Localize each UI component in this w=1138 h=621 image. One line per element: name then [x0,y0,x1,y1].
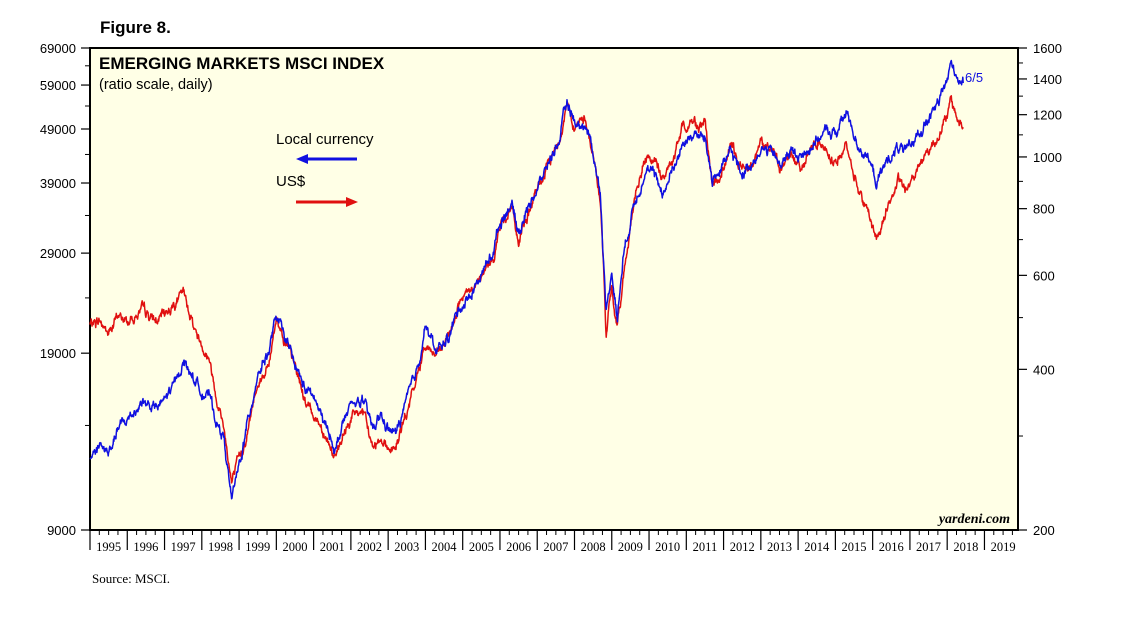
left-axis: 9000 19000 29000 39000 49000 59000 69000 [40,41,90,538]
chart: 9000 19000 29000 39000 49000 59000 69000 200 40… [40,41,1062,554]
year-label: 2015 [842,540,867,554]
legend-arrow-local-currency [296,154,357,164]
year-label: 2014 [804,540,830,554]
year-label: 2010 [655,540,680,554]
year-label: 2005 [469,540,494,554]
year-label: 2017 [916,540,941,554]
chart-subtitle: (ratio scale, daily) [99,77,213,93]
legend-arrow-usd [296,197,358,207]
year-label: 1998 [208,540,233,554]
year-label: 2013 [767,540,792,554]
year-label: 2001 [320,540,345,554]
right-tick-label: 1000 [1033,150,1062,165]
figure-label: Figure 8. [100,18,171,37]
year-label: 2011 [693,540,718,554]
right-tick-label: 600 [1033,268,1055,283]
year-label: 2019 [991,540,1016,554]
series-line-usd [89,95,964,484]
legend: Local currency US$ [276,131,374,207]
right-tick-label: 200 [1033,523,1055,538]
left-tick-label: 19000 [40,346,76,361]
right-tick-label: 1200 [1033,108,1062,123]
year-label: 2018 [953,540,978,554]
left-tick-label: 9000 [47,523,76,538]
right-tick-label: 1400 [1033,72,1062,87]
year-label: 1996 [133,540,158,554]
end-date-label: 6/5 [965,70,983,85]
year-label: 2004 [432,540,458,554]
left-tick-label: 59000 [40,78,76,93]
year-label: 2002 [357,540,382,554]
year-label: 2003 [394,540,419,554]
watermark: yardeni.com [937,512,1010,527]
left-tick-label: 69000 [40,41,76,56]
source-note: Source: MSCI. [92,571,170,586]
right-tick-label: 800 [1033,202,1055,217]
year-label: 2006 [506,540,531,554]
year-label: 2007 [543,540,568,554]
plot-area [89,47,1019,531]
series-layer [89,59,964,500]
left-tick-label: 49000 [40,122,76,137]
year-label: 2000 [282,540,307,554]
x-axis: 1995 1996 1997 1998 1999 2000 2001 2002 2003 2004… [89,530,1016,554]
left-tick-label: 29000 [40,246,76,261]
year-label: 1995 [96,540,121,554]
year-label: 2009 [618,540,643,554]
right-axis: 200 400 600 800 1000 1200 1400 1600 [1018,41,1062,538]
left-tick-label: 39000 [40,176,76,191]
year-label: 2008 [581,540,606,554]
series-line-local-currency [89,59,964,500]
chart-title: EMERGING MARKETS MSCI INDEX [99,54,385,73]
right-tick-label: 1600 [1033,41,1062,56]
year-label: 1999 [245,540,270,554]
year-label: 1997 [171,540,196,554]
right-tick-label: 400 [1033,362,1055,377]
year-label: 2016 [879,540,904,554]
year-label: 2012 [730,540,755,554]
legend-label-usd: US$ [276,173,306,190]
legend-label-local-currency: Local currency [276,131,374,148]
